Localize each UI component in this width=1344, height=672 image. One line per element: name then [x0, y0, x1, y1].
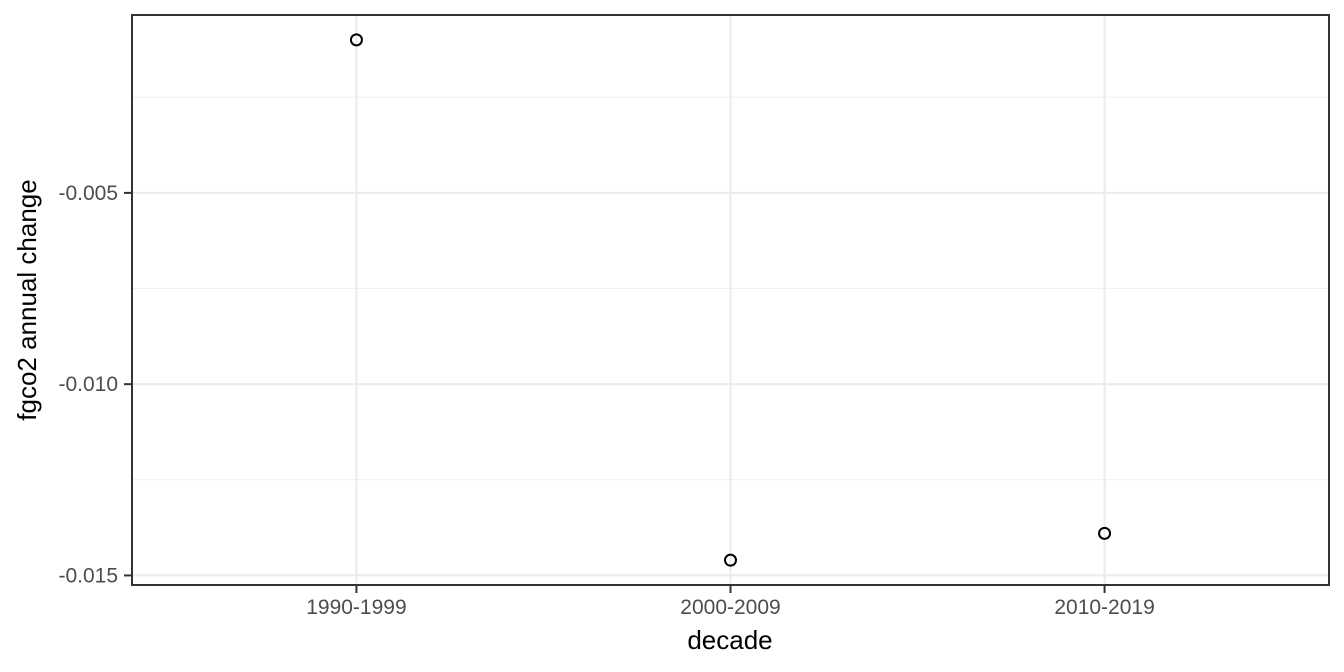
- data-point: [1098, 526, 1112, 540]
- data-point: [349, 33, 363, 47]
- x-axis: 1990-1999 2000-2009 2010-2019: [306, 585, 1155, 619]
- y-axis: -0.005 -0.010 -0.015: [58, 182, 132, 587]
- data-point: [724, 553, 737, 567]
- y-tick-label: -0.005: [58, 182, 118, 205]
- grid-major-lines: [132, 15, 1329, 585]
- x-axis-title: decade: [687, 625, 772, 655]
- y-tick-label: -0.010: [58, 373, 118, 396]
- y-tick-label: -0.015: [58, 564, 118, 587]
- data-points: [349, 33, 1112, 567]
- x-tick-label: 1990-1999: [306, 596, 406, 619]
- x-tick-label: 2010-2019: [1054, 596, 1154, 619]
- y-axis-title: fgco2 annual change: [12, 179, 42, 420]
- x-tick-label: 2000-2009: [680, 596, 780, 619]
